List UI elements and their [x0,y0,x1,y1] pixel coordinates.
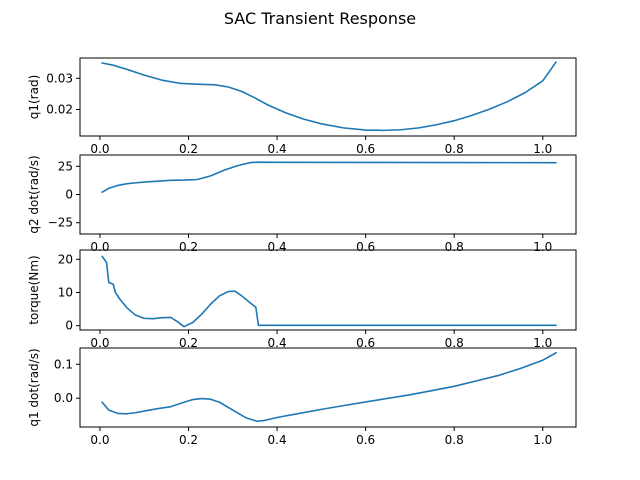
y-axis-label: torque(Nm) [27,255,41,324]
y-tick-label: 10 [58,285,73,299]
subplot-4: 0.0 0.2 0.4 0.6 0.8 1.0 0.0 0.1 q1 dot(rad/s) [27,347,577,447]
x-tick-label: 0.0 [90,336,109,350]
x-tick-label: 0.2 [179,336,198,350]
y-tick-label: 20 [58,252,73,266]
x-tick-label: 0.6 [356,142,375,156]
x-tick-label: 0.0 [90,433,109,447]
x-tick-label: 0.4 [268,433,287,447]
x-tick-label: 1.0 [533,240,552,254]
x-tick-label: 0.6 [356,433,375,447]
series-line-4-1 [101,351,557,423]
x-tick-label: 0.6 [356,336,375,350]
x-tick-label: 0.2 [179,240,198,254]
series-line-1-1 [101,61,557,132]
y-axis-label: q1 dot(rad/s) [27,348,41,426]
x-tick-label: 1.0 [533,433,552,447]
y-tick-label: 25 [58,159,73,173]
y-tick-label: −25 [48,216,73,230]
x-tick-label: 0.6 [356,240,375,254]
y-tick-label: 0 [65,188,73,202]
y-axis-label: q1(rad) [27,75,41,120]
axes-frame [79,347,577,428]
figure-title: SAC Transient Response [224,9,416,28]
axes-frame [79,57,577,137]
subplot-3: 0.0 0.2 0.4 0.6 0.8 1.0 0 10 20 torque(Nm) [27,249,577,350]
y-tick-label: 0.1 [54,357,73,371]
x-tick-label: 0.4 [268,142,287,156]
y-tick-label: 0 [65,319,73,333]
x-tick-label: 1.0 [533,336,552,350]
y-tick-label: 0.02 [46,102,73,116]
x-tick-label: 0.0 [90,240,109,254]
axes-frame [79,154,577,235]
subplot-1: 0.0 0.2 0.4 0.6 0.8 1.0 0.02 0.03 q1(rad) [27,57,577,156]
series-line-2-1 [101,161,557,194]
x-tick-label: 0.8 [445,142,464,156]
y-axis-label: q2 dot(rad/s) [27,155,41,233]
y-tick-label: 0.03 [46,71,73,85]
axes-frame [79,249,577,331]
x-tick-label: 0.8 [445,336,464,350]
x-tick-label: 1.0 [533,142,552,156]
x-tick-label: 0.2 [179,142,198,156]
subplot-2: 0.0 0.2 0.4 0.6 0.8 1.0 −25 0 25 q2 dot(rad/s) [27,154,577,254]
series-line-3-1 [101,255,557,328]
y-tick-label: 0.0 [54,391,73,405]
x-tick-label: 0.4 [268,336,287,350]
x-tick-label: 0.8 [445,433,464,447]
x-tick-label: 0.2 [179,433,198,447]
x-tick-label: 0.4 [268,240,287,254]
x-tick-label: 0.8 [445,240,464,254]
x-tick-label: 0.0 [90,142,109,156]
